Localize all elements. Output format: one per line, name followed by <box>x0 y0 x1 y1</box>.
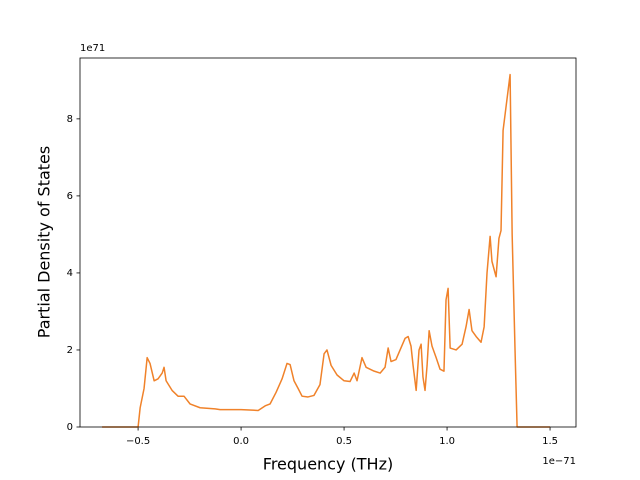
y-tick-label: 8 <box>67 114 73 125</box>
pdos-line <box>102 73 551 428</box>
y-axis-label: Partial Density of States <box>35 146 54 338</box>
y-tick-label: 0 <box>67 422 73 433</box>
x-tick-label: 0.0 <box>233 436 249 447</box>
x-axis-label: Frequency (THz) <box>263 455 393 474</box>
x-tick-label: 1.5 <box>542 436 558 447</box>
y-tick-label: 6 <box>67 191 73 202</box>
plot-frame <box>79 57 577 428</box>
x-tick-label: 0.5 <box>336 436 352 447</box>
y-offset-text: 1e71 <box>80 43 105 54</box>
x-offset-text: 1e−71 <box>542 456 576 467</box>
y-tick-label: 4 <box>67 268 73 279</box>
x-tick-label: 1.0 <box>439 436 455 447</box>
y-tick-label: 2 <box>67 345 73 356</box>
x-tick-label: −0.5 <box>126 436 150 447</box>
